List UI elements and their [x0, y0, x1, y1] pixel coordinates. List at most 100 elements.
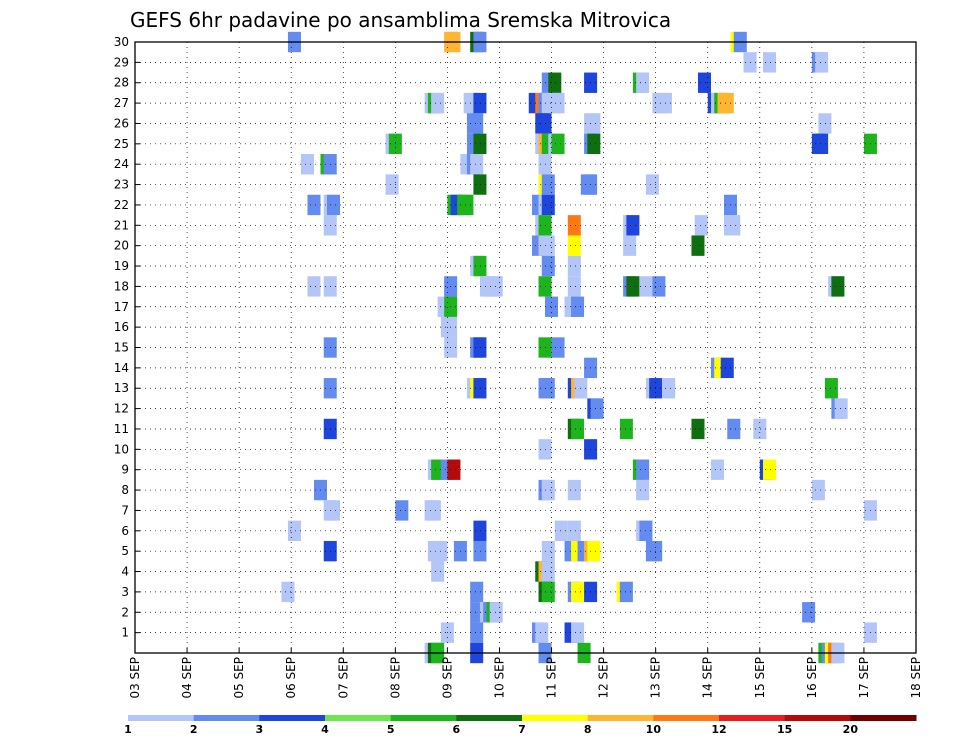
- heatmap-cell: [815, 52, 829, 73]
- heatmap-cells: [281, 31, 877, 664]
- heatmap-cell: [307, 276, 321, 297]
- heatmap-cell: [541, 235, 555, 256]
- legend-tick-label: 4: [321, 723, 329, 736]
- x-tick-label: 15 SEP: [753, 657, 767, 699]
- x-tick-label: 05 SEP: [232, 657, 246, 699]
- heatmap-cell: [535, 622, 549, 643]
- y-axis: 1234567891011121314151617181920212223242…: [114, 35, 140, 640]
- x-axis: 03 SEP 04 SEP 05 SEP 06 SEP 07 SEP 08 SEP 09 S…: [128, 648, 923, 699]
- y-tick-label: 10: [114, 442, 129, 456]
- chart-title: GEFS 6hr padavine po ansamblima Sremska …: [130, 8, 671, 32]
- heatmap-cell: [571, 296, 585, 317]
- legend-tick-label: 12: [711, 723, 726, 736]
- y-tick-label: 30: [114, 35, 129, 49]
- heatmap-cell: [571, 622, 585, 643]
- legend-swatch: [522, 715, 589, 721]
- heatmap-cell: [590, 398, 604, 419]
- heatmap-cell: [652, 276, 666, 297]
- heatmap-cell: [753, 418, 767, 440]
- y-tick-label: 21: [114, 218, 129, 232]
- heatmap-cell: [619, 418, 633, 440]
- heatmap-cell: [470, 581, 484, 603]
- legend-tick-label: 2: [190, 723, 198, 736]
- x-tick-label: 18 SEP: [909, 657, 923, 699]
- heatmap-cell: [473, 174, 487, 195]
- heatmap-cell: [541, 174, 555, 195]
- heatmap-cell: [636, 72, 650, 93]
- heatmap-cell: [645, 174, 659, 195]
- heatmap-cell: [473, 92, 487, 114]
- y-tick-label: 27: [114, 96, 129, 110]
- x-tick-label: 03 SEP: [128, 657, 142, 699]
- x-tick-label: 17 SEP: [857, 657, 871, 699]
- x-tick-label: 09 SEP: [440, 657, 454, 699]
- heatmap-cell: [567, 479, 581, 501]
- legend-swatch: [719, 715, 786, 721]
- y-tick-label: 3: [121, 585, 129, 599]
- heatmap-cell: [623, 235, 637, 256]
- legend-tick-label: 6: [453, 723, 461, 736]
- y-tick-label: 19: [114, 259, 129, 273]
- heatmap-cell: [802, 602, 816, 623]
- heatmap-cell: [473, 378, 487, 399]
- heatmap-cell: [473, 520, 487, 541]
- heatmap-cell: [567, 520, 581, 541]
- heatmap-cell: [697, 72, 711, 93]
- heatmap-cell: [626, 276, 640, 297]
- heatmap-cell: [763, 52, 777, 73]
- grid-lines: [135, 41, 916, 653]
- heatmap-cell: [541, 194, 555, 216]
- heatmap-cell: [727, 215, 741, 236]
- heatmap-cell: [489, 276, 503, 297]
- heatmap-cell: [541, 581, 555, 603]
- legend-swatch: [390, 715, 457, 721]
- heatmap-cell: [619, 581, 633, 603]
- x-tick-label: 04 SEP: [180, 657, 194, 699]
- heatmap-cell: [470, 622, 484, 643]
- heatmap-cell: [395, 500, 409, 521]
- y-tick-label: 14: [114, 361, 129, 375]
- heatmap-cell: [545, 296, 559, 317]
- heatmap-cell: [571, 581, 585, 603]
- heatmap-cell: [662, 378, 676, 399]
- y-tick-label: 17: [114, 300, 129, 314]
- heatmap-cell: [431, 92, 445, 114]
- legend-tick-label: 20: [843, 723, 859, 736]
- legend-swatch: [456, 715, 523, 721]
- x-tick-label: 08 SEP: [388, 657, 402, 699]
- heatmap-cell: [567, 276, 581, 297]
- y-tick-label: 11: [114, 422, 129, 436]
- heatmap-cell: [541, 561, 555, 582]
- heatmap-cell: [551, 337, 565, 358]
- x-tick-label: 10 SEP: [492, 657, 506, 699]
- heatmap-cell: [427, 500, 441, 521]
- heatmap-cell: [470, 113, 484, 134]
- legend-tick-label: 8: [584, 723, 592, 736]
- heatmap-cell: [473, 540, 487, 562]
- heatmap-cell: [587, 540, 601, 562]
- legend-swatch: [587, 715, 654, 721]
- y-tick-label: 25: [114, 137, 129, 151]
- heatmap-cell: [831, 276, 845, 297]
- heatmap-cell: [815, 133, 829, 155]
- heatmap-cell: [763, 459, 777, 480]
- heatmap-cell: [720, 357, 734, 379]
- y-tick-label: 28: [114, 76, 129, 90]
- legend-swatch: [259, 715, 326, 721]
- heatmap-cell: [281, 581, 295, 603]
- legend-swatch: [653, 715, 720, 721]
- legend: 1 2 3 4 5 6 7 8 10 12 15 20: [124, 715, 917, 736]
- y-tick-label: 29: [114, 55, 129, 69]
- x-tick-label: 07 SEP: [336, 657, 350, 699]
- y-tick-label: 1: [121, 626, 129, 640]
- y-tick-label: 7: [121, 503, 129, 517]
- heatmap-cell: [431, 561, 445, 582]
- heatmap-cell: [567, 235, 581, 256]
- heatmap-cell: [626, 215, 640, 236]
- x-tick-label: 14 SEP: [701, 657, 715, 699]
- heatmap-cell: [385, 174, 399, 195]
- x-tick-label: 16 SEP: [805, 657, 819, 699]
- heatmap-cell: [473, 255, 487, 277]
- heatmap-cell: [824, 378, 838, 399]
- heatmap-cell: [541, 479, 555, 501]
